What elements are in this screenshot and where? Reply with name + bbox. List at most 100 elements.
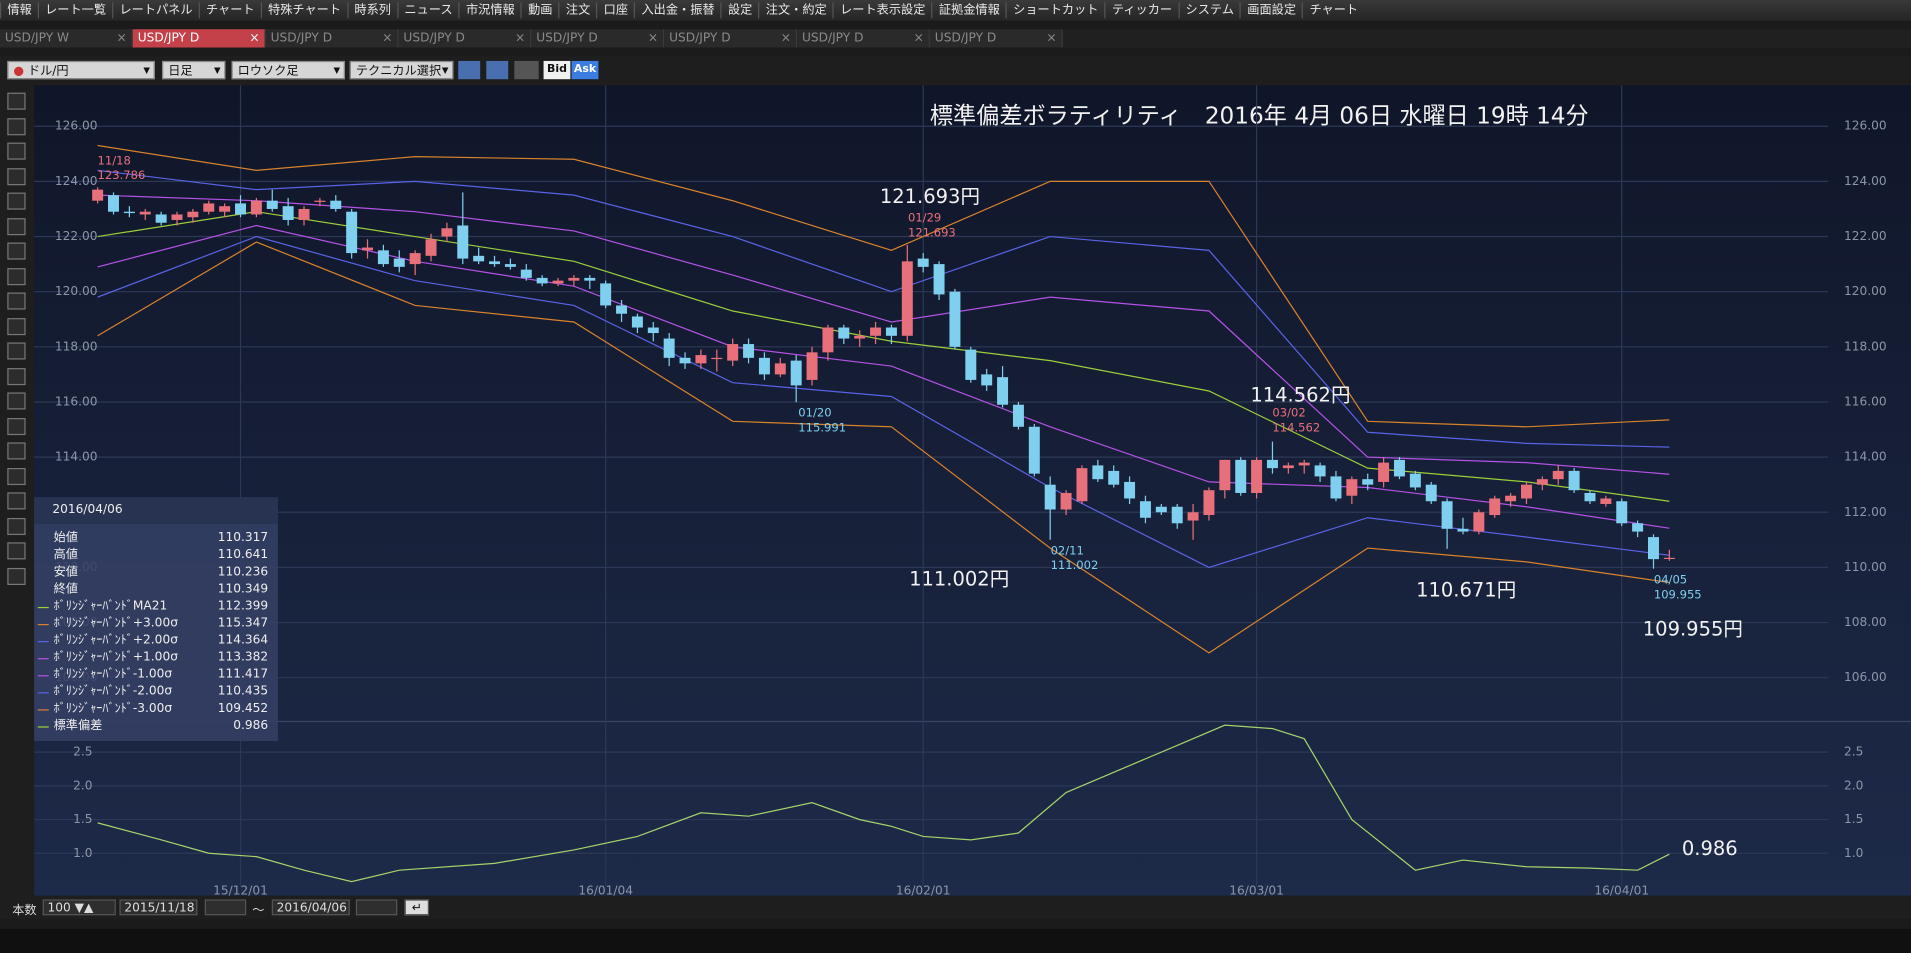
tab-close[interactable]: × <box>780 31 791 46</box>
menu-item[interactable]: ティッカー <box>1104 2 1179 19</box>
tool-icon[interactable] <box>7 117 26 135</box>
candle-body <box>695 355 707 364</box>
candle-body <box>711 357 723 360</box>
tool-icon[interactable] <box>7 367 26 385</box>
candle-body <box>1155 506 1167 513</box>
tool-icon[interactable] <box>7 492 26 510</box>
tab-close[interactable]: × <box>249 31 260 46</box>
candle-body <box>1266 459 1278 469</box>
menu-item[interactable]: 口座 <box>596 2 634 19</box>
menu-item[interactable]: レート一覧 <box>37 2 112 19</box>
tool-icon[interactable] <box>7 217 26 235</box>
tool-icon[interactable] <box>7 92 26 110</box>
tool-icon[interactable] <box>7 342 26 360</box>
tab[interactable]: USD/JPY D × <box>132 29 266 48</box>
menu-item[interactable]: レートパネル <box>112 2 199 19</box>
tool-icon[interactable] <box>7 392 26 410</box>
from-date[interactable]: 2015/11/18 <box>119 899 198 916</box>
info-value: 110.349 <box>217 582 269 596</box>
menu-item[interactable]: システム <box>1178 2 1240 19</box>
tool-icon[interactable] <box>7 467 26 485</box>
legend-swatch <box>37 606 49 608</box>
to-time[interactable] <box>355 899 398 916</box>
info-key: ﾎﾞﾘﾝｼﾞｬｰﾊﾞﾝﾄﾞ+2.00σ <box>37 633 178 650</box>
menu-item[interactable]: 情報 <box>0 2 38 19</box>
y-tick-label: 118.00 <box>1844 339 1887 353</box>
candle-body <box>282 206 294 220</box>
tab[interactable]: USD/JPY D × <box>664 29 798 48</box>
menu-item[interactable]: レート表示設定 <box>832 2 932 19</box>
menu-item[interactable]: ニュース <box>397 2 459 19</box>
technical-select[interactable]: テクニカル選択 <box>349 60 454 80</box>
menu-item[interactable]: 注文 <box>558 2 597 19</box>
candle-body <box>1076 468 1088 502</box>
marker-value: 109.955 <box>1654 587 1702 601</box>
tab-close[interactable]: × <box>1046 31 1057 46</box>
tab[interactable]: USD/JPY D × <box>531 29 665 48</box>
legend-swatch <box>37 674 49 676</box>
tab[interactable]: USD/JPY D × <box>265 29 399 48</box>
candle-body <box>1489 498 1501 516</box>
style-select[interactable]: ロウソク足 <box>231 60 345 80</box>
draw-button[interactable] <box>458 60 481 80</box>
menu-item[interactable]: チャート <box>1302 2 1364 19</box>
ask-button[interactable]: Ask <box>571 60 599 80</box>
period-select[interactable]: 日足 <box>162 60 226 80</box>
menu-item[interactable]: 時系列 <box>347 2 397 19</box>
tool-icon[interactable] <box>7 542 26 560</box>
tool-icon[interactable] <box>7 242 26 260</box>
bid-button[interactable]: Bid <box>543 60 571 80</box>
candle-body <box>203 203 215 212</box>
tool-icon[interactable] <box>7 517 26 535</box>
tool-icon[interactable] <box>7 167 26 185</box>
candle-body <box>1552 470 1564 480</box>
count-box[interactable]: 100 ▼▲ <box>42 899 116 916</box>
tool-icon[interactable] <box>7 317 26 335</box>
type-button[interactable] <box>514 60 539 80</box>
y-tick-label: 126.00 <box>1844 119 1887 133</box>
tab-label: USD/JPY D <box>403 31 465 46</box>
menu-item[interactable]: 特殊チャート <box>260 2 347 19</box>
candle-body <box>1616 501 1628 524</box>
price-annotation: 121.693円 <box>880 185 980 208</box>
info-row: ﾎﾞﾘﾝｼﾞｬｰﾊﾞﾝﾄﾞMA21 112.399 <box>34 598 278 615</box>
menu-item[interactable]: 入出金・振替 <box>634 2 721 19</box>
menu-item[interactable]: 設定 <box>720 2 759 19</box>
menu-item[interactable]: 市況情報 <box>458 2 521 19</box>
tab-close[interactable]: × <box>913 31 924 46</box>
tool-icon[interactable] <box>7 417 26 435</box>
apply-button[interactable]: ↵ <box>404 899 429 916</box>
menu-item[interactable]: チャート <box>198 2 261 19</box>
menu-item[interactable]: ショートカット <box>1005 2 1105 19</box>
info-value: 110.317 <box>217 531 269 545</box>
pair-select[interactable]: ● ドル/円 <box>7 60 155 80</box>
menu-item[interactable]: 注文・約定 <box>758 2 832 19</box>
tool-icon[interactable] <box>7 567 26 585</box>
candle-body <box>219 206 231 212</box>
info-button[interactable] <box>486 60 509 80</box>
tab[interactable]: USD/JPY D × <box>797 29 930 48</box>
tool-icon[interactable] <box>7 192 26 210</box>
to-date[interactable]: 2016/04/06 <box>271 899 350 916</box>
tab-close[interactable]: × <box>515 31 526 46</box>
tab[interactable]: USD/JPY W × <box>0 29 133 48</box>
tab[interactable]: USD/JPY D × <box>929 29 1063 48</box>
info-key: ﾎﾞﾘﾝｼﾞｬｰﾊﾞﾝﾄﾞMA21 <box>37 598 167 615</box>
x-tick-label: 16/04/01 <box>1594 883 1649 897</box>
candle-body <box>552 280 564 284</box>
tab-close[interactable]: × <box>647 31 659 46</box>
menu-item[interactable]: 証拠金情報 <box>931 2 1006 19</box>
menu-item[interactable]: 画面設定 <box>1239 2 1302 19</box>
from-time[interactable] <box>204 899 247 916</box>
info-key-text: ﾎﾞﾘﾝｼﾞｬｰﾊﾞﾝﾄﾞ-2.00σ <box>53 684 173 699</box>
tab-close[interactable]: × <box>116 31 127 46</box>
tab-close[interactable]: × <box>382 31 393 46</box>
tab[interactable]: USD/JPY D × <box>398 29 532 48</box>
tool-icon[interactable] <box>7 142 26 160</box>
tool-icon[interactable] <box>7 267 26 285</box>
menu-item[interactable]: 動画 <box>520 2 559 19</box>
tool-icon[interactable] <box>7 292 26 310</box>
info-row: ﾎﾞﾘﾝｼﾞｬｰﾊﾞﾝﾄﾞ+3.00σ 115.347 <box>34 615 278 632</box>
price-annotation: 110.671円 <box>1416 579 1516 602</box>
tool-icon[interactable] <box>7 442 26 460</box>
